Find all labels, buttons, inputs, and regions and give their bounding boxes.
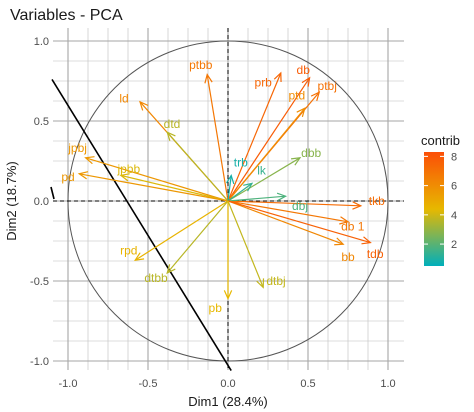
legend-color-bar <box>424 152 444 266</box>
label-dbj: dbj <box>292 199 308 213</box>
arrowhead-bb <box>334 237 345 246</box>
y-tick-label: 0.0 <box>34 196 49 208</box>
arrowhead-ptd <box>296 107 306 118</box>
y-tick-label: -0.5 <box>30 276 49 288</box>
label-bb: bb <box>341 250 355 264</box>
arrowhead-prb <box>273 71 282 83</box>
y-axis-title: Dim2 (18.7%) <box>4 161 19 240</box>
label-tdb: tdb <box>367 247 384 261</box>
short-tick-mark <box>50 186 55 200</box>
supplementary-line-layer <box>50 78 232 372</box>
arrow-ptbb <box>206 74 229 202</box>
arrow-db <box>227 77 311 202</box>
label-pd: pd <box>61 170 74 184</box>
label-ptd: ptd <box>288 88 305 102</box>
x-tick-label: 1.0 <box>380 378 395 390</box>
label-tkb: tkb <box>369 194 385 208</box>
legend-tick-label: 2 <box>451 239 457 251</box>
arrow-prb <box>227 72 282 202</box>
arrow-ptd <box>227 107 306 202</box>
legend-title: contrib <box>421 133 460 148</box>
arrowhead-dtbj <box>256 278 265 289</box>
arrow-db-1 <box>227 200 349 223</box>
arrow-jpbb <box>120 174 229 202</box>
legend-tick-label: 6 <box>451 181 457 193</box>
arrow-bb <box>227 200 344 245</box>
y-tick-label: 0.5 <box>34 116 49 128</box>
arrowhead-ptbj <box>310 91 321 102</box>
arrowhead-ptbb <box>204 73 213 84</box>
arrow-dtd <box>166 131 229 202</box>
label-dbb: dbb <box>301 146 321 160</box>
arrow-dbj <box>227 195 286 202</box>
arrow-trb <box>227 175 232 202</box>
arrowhead-jpbb <box>119 173 130 182</box>
label-prb: prb <box>255 76 273 90</box>
legend-ticks: 2 4 6 8 <box>424 151 457 251</box>
arrowhead-dtd <box>166 131 176 141</box>
arrow-tdb <box>227 200 371 244</box>
arrow-dtbb <box>166 200 229 274</box>
label-jpbb: jpbb <box>116 162 140 176</box>
y-tick-label: -1.0 <box>30 356 49 368</box>
label-ld: ld <box>119 92 128 106</box>
label-lk: lk <box>257 164 267 178</box>
label-trb: trb <box>234 156 248 170</box>
label-pb: pb <box>209 301 223 315</box>
x-tick-label: 0.5 <box>300 378 315 390</box>
arrow-jpbj <box>85 157 229 202</box>
label-dtbb: dtbb <box>144 271 168 285</box>
arrowhead-lk <box>243 182 254 192</box>
arrow-dbb <box>227 157 301 202</box>
arrowhead-pd <box>77 171 89 180</box>
contrib-legend: contrib 2 4 6 8 <box>421 133 460 266</box>
variable-arrows <box>77 71 372 301</box>
x-axis-title: Dim1 (28.4%) <box>188 394 267 409</box>
x-tick-label: -1.0 <box>59 378 78 390</box>
label-ptbj: ptbj <box>318 79 337 93</box>
arrow-lk <box>227 182 253 202</box>
y-tick-labels: -1.0 -0.5 0.0 0.5 1.0 <box>30 36 49 368</box>
y-tick-label: 1.0 <box>34 36 49 48</box>
arrowhead-jpbj <box>84 156 95 165</box>
arrowhead-pb <box>223 290 233 301</box>
arrowhead-ld <box>139 100 149 111</box>
x-tick-labels: -1.0 -0.5 0.0 0.5 1.0 <box>59 378 396 390</box>
label-db: db <box>297 63 311 77</box>
label-dtbj: dtbj <box>266 274 285 288</box>
arrow-pd <box>79 173 229 202</box>
label-db-1: db 1 <box>341 220 365 234</box>
arrow-rpd <box>134 200 229 261</box>
label-dtd: dtd <box>164 117 181 131</box>
diagonal-line <box>51 78 232 372</box>
legend-tick-label: 4 <box>451 210 457 222</box>
arrowhead-trb <box>226 173 235 185</box>
label-rpd: rpd <box>120 244 137 258</box>
label-jpbj: jpbj <box>67 141 87 155</box>
x-tick-label: 0.0 <box>220 378 235 390</box>
arrowhead-db-1 <box>339 216 350 225</box>
legend-tick-label: 8 <box>451 151 457 163</box>
arrowhead-rpd <box>133 252 145 261</box>
arrowhead-db <box>301 76 311 87</box>
arrow-tkb <box>227 200 361 207</box>
arrowhead-tdb <box>361 236 372 245</box>
label-ptbb: ptbb <box>189 58 213 72</box>
arrow-dtbj <box>227 200 264 288</box>
chart-title: Variables - PCA <box>10 7 123 24</box>
arrowhead-dtbb <box>166 264 176 275</box>
x-tick-label: -0.5 <box>139 378 158 390</box>
arrowhead-dbb <box>290 157 302 166</box>
arrowhead-tkb <box>352 201 363 210</box>
arrowhead-dbj <box>276 192 288 202</box>
